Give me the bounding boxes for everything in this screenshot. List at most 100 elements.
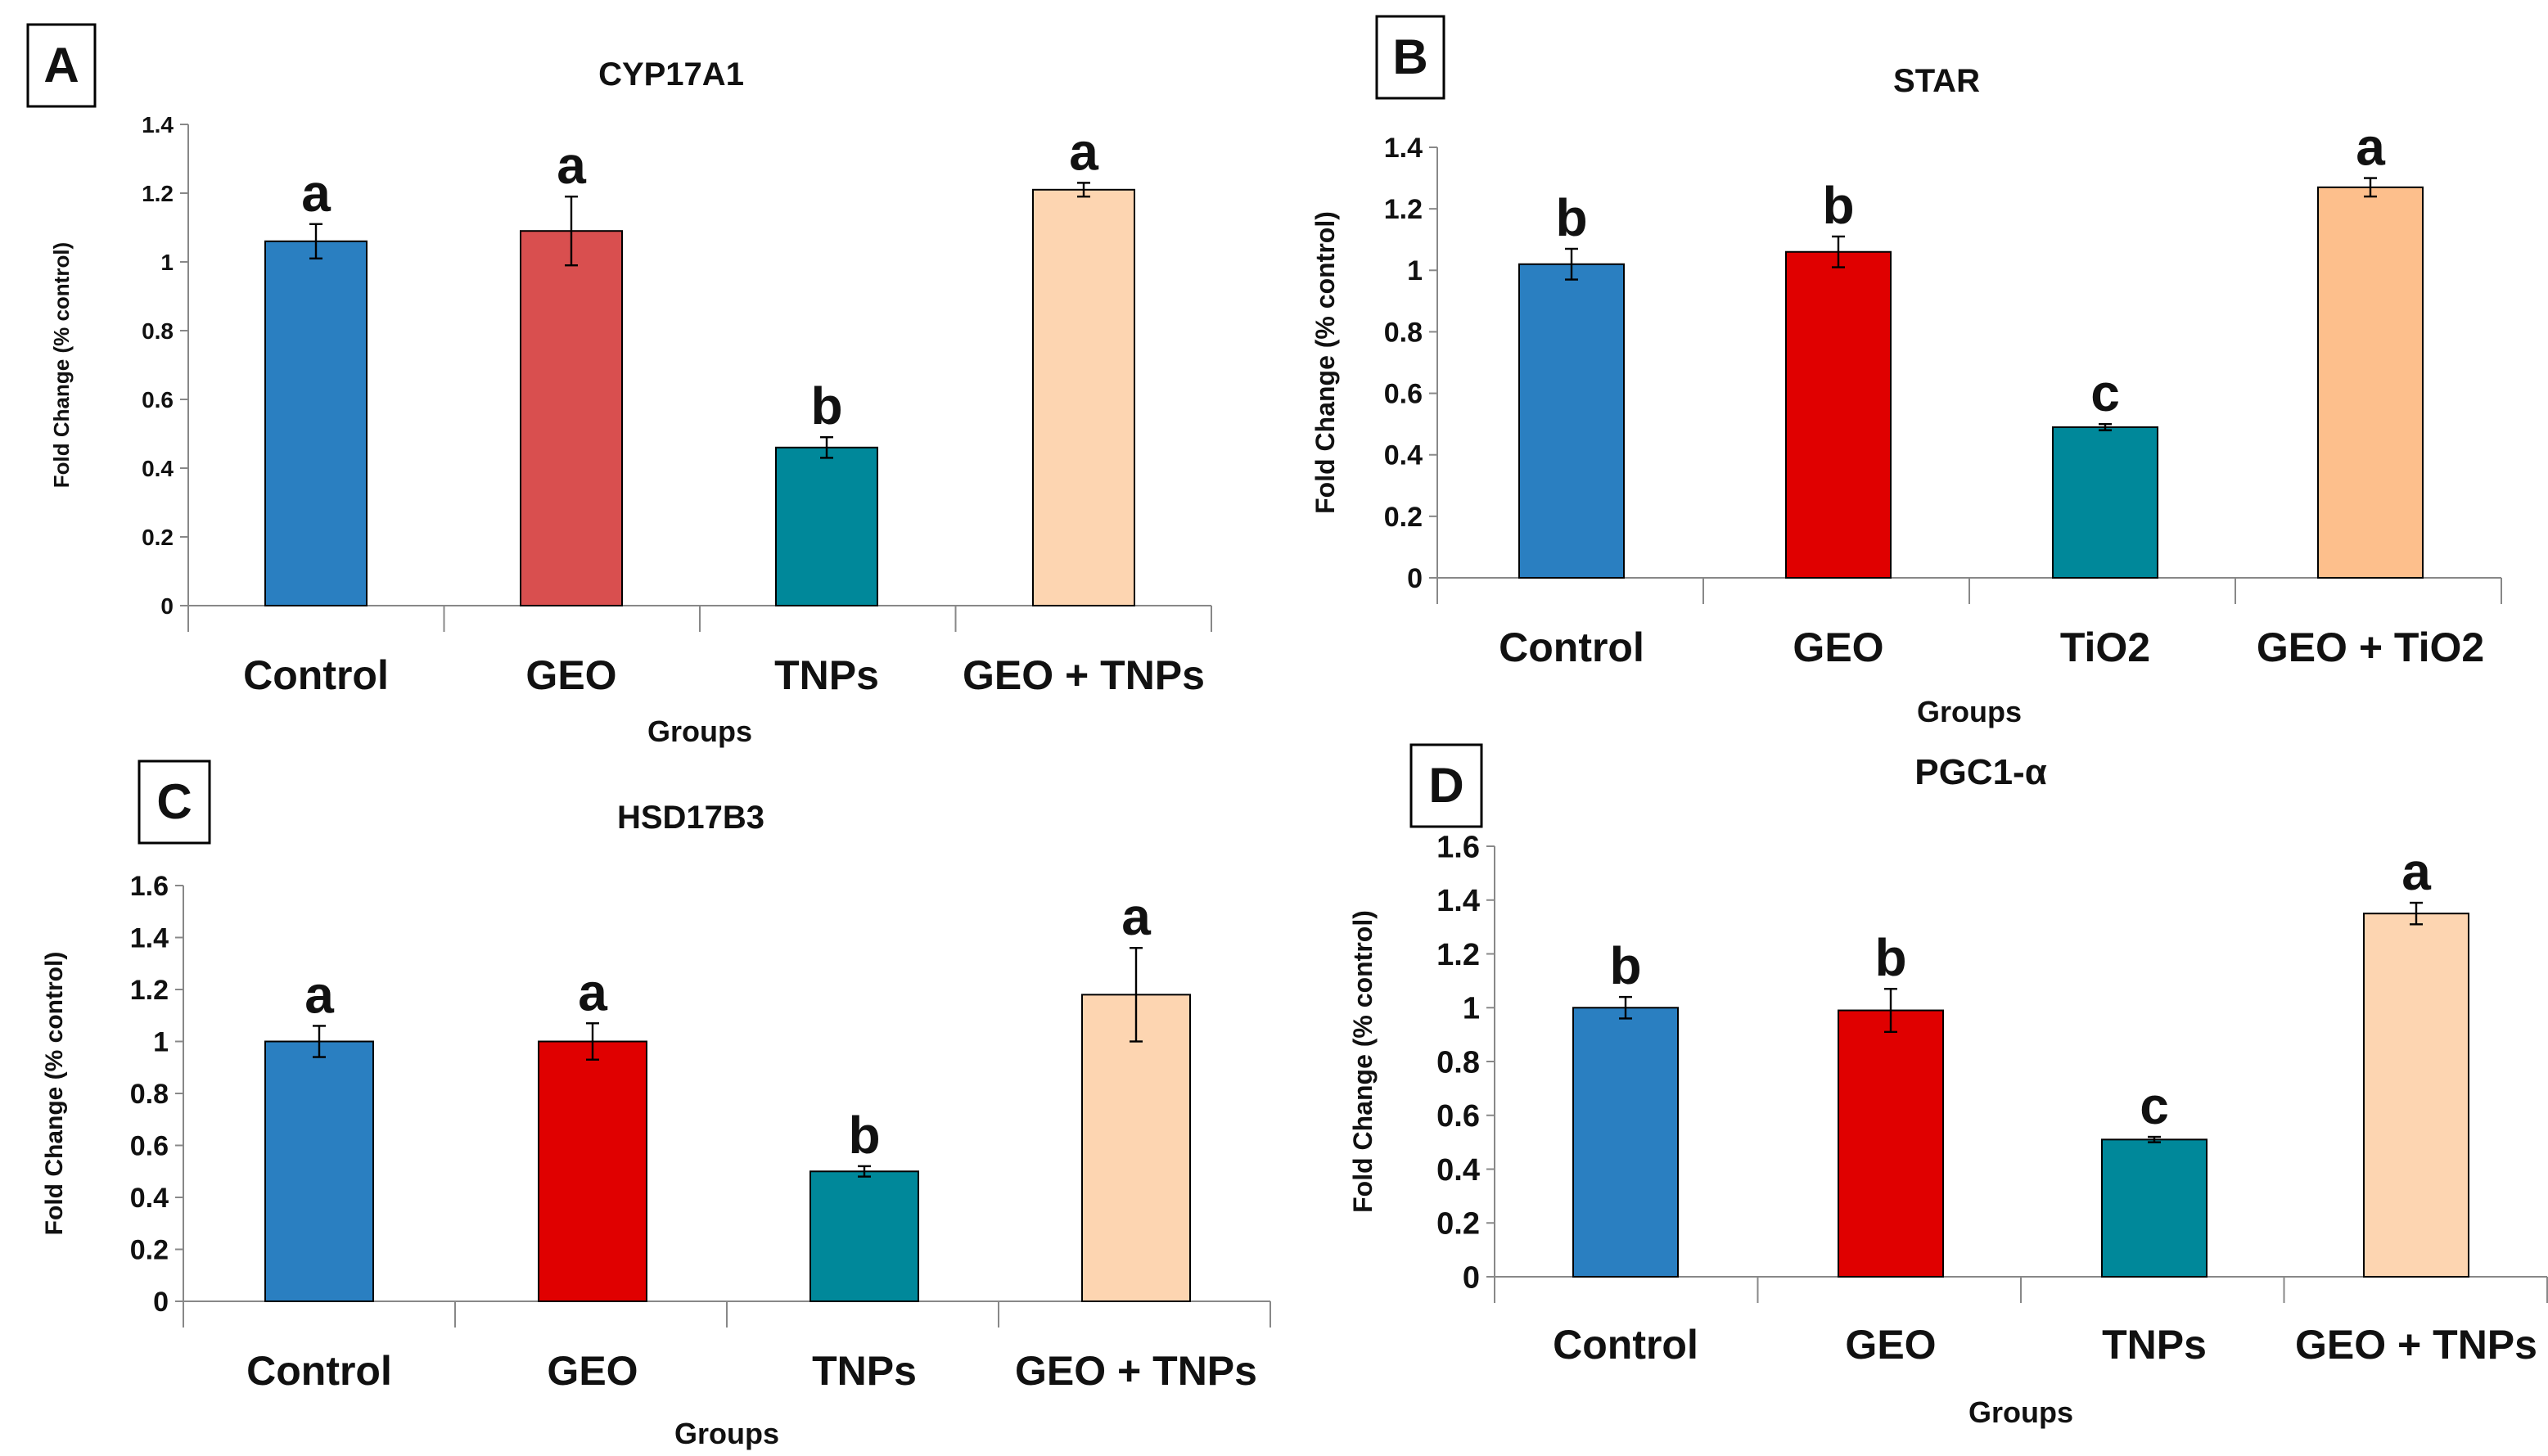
panel-a: A CYP17A1 0 0.2 0.4 0.6 0.8 1 1.2 1.4 Fold Change … <box>26 23 1212 748</box>
x-axis-label: Groups <box>647 714 752 748</box>
y-tick-label: 0 <box>160 593 174 619</box>
y-tick-label: 1.2 <box>130 975 169 1006</box>
y-tick-label: 1.4 <box>142 112 174 137</box>
y-tick-label: 0 <box>1407 563 1423 594</box>
y-tick-label: 0.4 <box>130 1183 169 1214</box>
bar-geo-tnps <box>2363 913 2469 1278</box>
category-label: TNPs <box>812 1348 917 1394</box>
bar-tio2 <box>2052 426 2158 579</box>
y-tick-label: 1.2 <box>1436 938 1480 972</box>
x-axis-label: Groups <box>1968 1395 2073 1429</box>
significance-letter: a <box>2401 842 2431 901</box>
y-tick-label: 1 <box>1463 992 1480 1026</box>
bar-geo <box>1838 1009 1944 1278</box>
y-tick-label: 1.2 <box>142 181 174 206</box>
bar-control <box>1518 263 1625 579</box>
significance-letter: b <box>1822 176 1854 235</box>
bar-control <box>264 240 368 606</box>
y-tick-label: 1.6 <box>1436 830 1480 864</box>
y-tick-label: 0.8 <box>1384 317 1423 348</box>
y-tick-label: 1 <box>153 1026 169 1057</box>
y-tick-label: 0.6 <box>1384 378 1423 409</box>
chart-title: CYP17A1 <box>598 56 744 92</box>
panel-label: A <box>43 38 79 92</box>
panel-label-box <box>26 23 97 108</box>
panel-label: B <box>1392 29 1427 84</box>
significance-letter: c <box>2090 363 2120 422</box>
y-tick-label: 0.8 <box>1436 1045 1480 1080</box>
panel-label: D <box>1428 758 1463 813</box>
y-tick-label: 0.6 <box>1436 1099 1480 1134</box>
y-tick-label: 1.6 <box>130 871 169 902</box>
y-tick-label: 0.2 <box>1384 502 1423 533</box>
category-label: Control <box>246 1348 392 1394</box>
panel-b: B STAR 0 0.2 0.4 0.6 0.8 1 1.2 1.4 Fold Change (% … <box>1310 15 2502 728</box>
y-tick-label: 1.4 <box>1436 884 1480 918</box>
significance-letter: a <box>1121 887 1151 946</box>
category-label: GEO <box>547 1348 638 1394</box>
y-axis-label: Fold Change (% control) <box>41 952 68 1236</box>
bar-geo-tio2 <box>2317 186 2424 579</box>
y-tick-label: 1.4 <box>130 922 169 953</box>
chart-title: STAR <box>1893 63 1980 99</box>
bar-geo-tnps <box>1032 188 1135 607</box>
y-tick-label: 1 <box>1407 255 1423 286</box>
y-tick-label: 0.2 <box>1436 1207 1480 1242</box>
category-label: GEO <box>1845 1322 1936 1368</box>
y-tick-label: 0.4 <box>142 456 174 481</box>
significance-letter: b <box>1874 928 1906 987</box>
significance-letter: a <box>1069 122 1098 181</box>
bar-geo <box>538 1040 647 1302</box>
y-axis-label: Fold Change (% control) <box>49 242 74 488</box>
y-tick-label: 0.4 <box>1436 1153 1480 1188</box>
category-label: GEO + TNPs <box>2295 1322 2537 1368</box>
category-label: GEO + TiO2 <box>2257 624 2484 670</box>
bar-tnps <box>775 446 878 606</box>
category-label: Control <box>1499 624 1644 670</box>
category-label: TiO2 <box>2060 624 2150 670</box>
category-label: TNPs <box>2102 1322 2207 1368</box>
y-tick-label: 0.4 <box>1384 440 1423 471</box>
y-tick-label: 0.2 <box>142 525 174 550</box>
panel-label-box <box>1375 15 1445 100</box>
category-label: GEO + TNPs <box>963 652 1205 698</box>
x-axis-label: Groups <box>674 1417 779 1450</box>
bar-control <box>1572 1007 1679 1278</box>
significance-letter: c <box>2140 1076 2169 1135</box>
chart-title: PGC1-α <box>1914 752 2047 792</box>
y-tick-label: 1 <box>160 250 174 275</box>
bar-tnps <box>809 1170 919 1302</box>
significance-letter: a <box>301 164 331 223</box>
y-tick-label: 0.2 <box>130 1234 169 1265</box>
bar-geo <box>1785 250 1892 579</box>
y-axis-label: Fold Change (% control) <box>1348 910 1378 1213</box>
y-tick-label: 1.4 <box>1384 133 1423 164</box>
significance-letter: a <box>304 965 334 1024</box>
y-tick-label: 0 <box>1463 1260 1480 1295</box>
y-tick-label: 0.8 <box>130 1079 169 1110</box>
significance-letter: a <box>557 136 586 195</box>
chart-title: HSD17B3 <box>617 800 764 836</box>
y-tick-label: 0.6 <box>130 1130 169 1161</box>
category-label: GEO + TNPs <box>1015 1348 1257 1394</box>
category-label: GEO <box>525 652 616 698</box>
significance-letter: b <box>810 376 842 435</box>
panel-d: D PGC1-α 0 0.2 0.4 0.6 0.8 1 1.2 1.4 1.6 Fold Chang… <box>1348 743 2548 1429</box>
category-label: GEO <box>1793 624 1883 670</box>
y-axis-label: Fold Change (% control) <box>1310 211 1340 514</box>
bar-control <box>264 1040 374 1302</box>
y-tick-label: 0 <box>153 1287 169 1318</box>
bar-geo <box>520 230 623 606</box>
x-axis-label: Groups <box>1917 695 2022 728</box>
y-tick-label: 1.2 <box>1384 194 1423 225</box>
panel-label: C <box>156 774 192 829</box>
panel-label-box <box>138 760 211 845</box>
bar-geo-tnps <box>1081 994 1191 1302</box>
category-label: Control <box>243 652 389 698</box>
significance-letter: a <box>578 962 607 1021</box>
y-tick-label: 0.6 <box>142 387 174 412</box>
y-tick-label: 0.8 <box>142 318 174 344</box>
significance-letter: b <box>848 1106 880 1165</box>
significance-letter: a <box>2356 118 2385 177</box>
significance-letter: b <box>1609 936 1641 995</box>
